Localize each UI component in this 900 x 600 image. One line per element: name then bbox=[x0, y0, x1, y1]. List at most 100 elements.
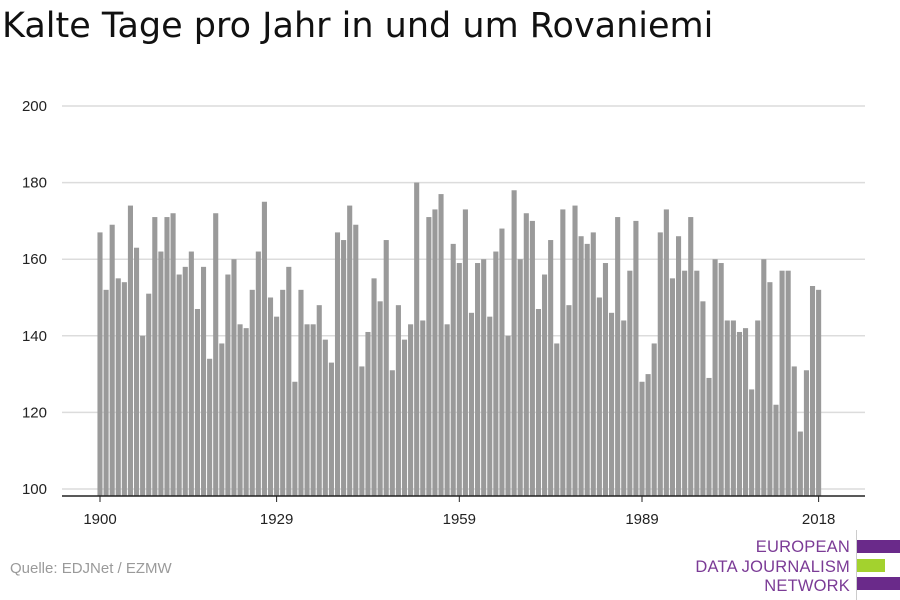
bar bbox=[615, 217, 621, 496]
bar bbox=[414, 182, 420, 496]
bar bbox=[164, 217, 170, 496]
logo-line-european: EUROPEAN bbox=[755, 538, 850, 556]
bar bbox=[602, 263, 609, 496]
bar bbox=[505, 335, 511, 496]
bar bbox=[785, 270, 791, 496]
edjnet-logo: EUROPEAN DATA JOURNALISM NETWORK bbox=[695, 530, 900, 600]
bar bbox=[200, 266, 207, 496]
bar bbox=[468, 312, 475, 496]
bar bbox=[115, 278, 121, 496]
bar bbox=[560, 209, 566, 496]
bar bbox=[109, 224, 115, 497]
bar bbox=[462, 209, 468, 496]
bar bbox=[755, 320, 761, 496]
bar bbox=[730, 320, 736, 496]
bar bbox=[493, 251, 499, 496]
bar bbox=[761, 259, 767, 496]
bar bbox=[231, 259, 237, 496]
bar bbox=[188, 251, 194, 496]
bar bbox=[542, 274, 548, 496]
bar bbox=[450, 243, 456, 496]
bar bbox=[797, 431, 803, 496]
bar bbox=[809, 286, 816, 496]
bar bbox=[548, 240, 554, 496]
bar bbox=[736, 331, 742, 496]
bar bbox=[535, 308, 542, 496]
bar bbox=[243, 328, 249, 496]
bar bbox=[639, 381, 645, 496]
bar bbox=[249, 289, 255, 496]
bar bbox=[742, 328, 749, 496]
logo-bar-purple-top bbox=[857, 540, 900, 553]
bar bbox=[97, 232, 103, 496]
bar bbox=[487, 316, 493, 496]
bar bbox=[432, 209, 438, 496]
bar bbox=[609, 312, 615, 496]
x-tick-label: 2018 bbox=[802, 511, 835, 528]
bar bbox=[517, 259, 523, 496]
bar bbox=[803, 370, 809, 496]
bar bbox=[310, 324, 316, 496]
logo-divider bbox=[856, 530, 857, 600]
bar bbox=[712, 259, 718, 496]
bar bbox=[426, 217, 432, 496]
bar bbox=[322, 339, 328, 496]
bar bbox=[133, 247, 140, 496]
bar bbox=[176, 274, 182, 496]
bar bbox=[511, 190, 517, 496]
bar bbox=[554, 343, 560, 496]
bar bbox=[225, 274, 231, 496]
y-tick-label: 100 bbox=[22, 481, 47, 498]
logo-bar-purple-bottom bbox=[857, 577, 900, 590]
bar bbox=[359, 366, 365, 496]
bar bbox=[572, 205, 578, 496]
bar bbox=[103, 289, 109, 496]
bar bbox=[316, 305, 322, 496]
y-axis-tick-labels: 100 120 140 160 180 200 bbox=[22, 98, 47, 498]
bar bbox=[645, 374, 651, 496]
bar bbox=[773, 404, 779, 496]
bar bbox=[237, 324, 243, 496]
bar bbox=[700, 301, 706, 496]
bar bbox=[267, 297, 274, 496]
bar bbox=[791, 366, 797, 496]
bar bbox=[408, 324, 414, 496]
y-tick-label: 180 bbox=[22, 175, 47, 192]
bar bbox=[475, 263, 481, 496]
bar bbox=[566, 305, 572, 496]
x-tick-label: 1929 bbox=[260, 511, 293, 528]
x-axis-tick-labels: 1900 1929 1959 1989 2018 bbox=[83, 511, 835, 528]
bar bbox=[749, 389, 755, 496]
bar bbox=[590, 232, 596, 496]
bar bbox=[219, 343, 225, 496]
bar bbox=[529, 220, 535, 496]
bar bbox=[182, 266, 188, 496]
bar bbox=[389, 370, 395, 496]
bar bbox=[456, 263, 462, 496]
bar bbox=[127, 205, 133, 496]
bar bbox=[444, 324, 450, 496]
bar bbox=[663, 209, 669, 496]
chart-title: Kalte Tage pro Jahr in und um Rovaniemi bbox=[2, 6, 714, 46]
bar bbox=[207, 358, 213, 496]
bar bbox=[584, 243, 590, 496]
bar bbox=[365, 331, 371, 496]
bar bbox=[688, 217, 694, 496]
bar bbox=[767, 282, 773, 496]
source-note: Quelle: EDJNet / EZMW bbox=[10, 560, 172, 577]
bar bbox=[280, 289, 286, 496]
bar bbox=[261, 201, 267, 496]
x-tick-label: 1900 bbox=[83, 511, 116, 528]
bar bbox=[383, 240, 389, 496]
bar bbox=[353, 224, 359, 497]
logo-line-network: NETWORK bbox=[764, 577, 850, 595]
bar bbox=[633, 220, 639, 496]
bar bbox=[481, 259, 487, 496]
bar bbox=[669, 278, 676, 496]
bar bbox=[499, 228, 505, 496]
bar bbox=[371, 278, 377, 496]
bar bbox=[706, 377, 712, 496]
y-tick-label: 160 bbox=[22, 251, 47, 268]
x-axis bbox=[62, 495, 865, 502]
